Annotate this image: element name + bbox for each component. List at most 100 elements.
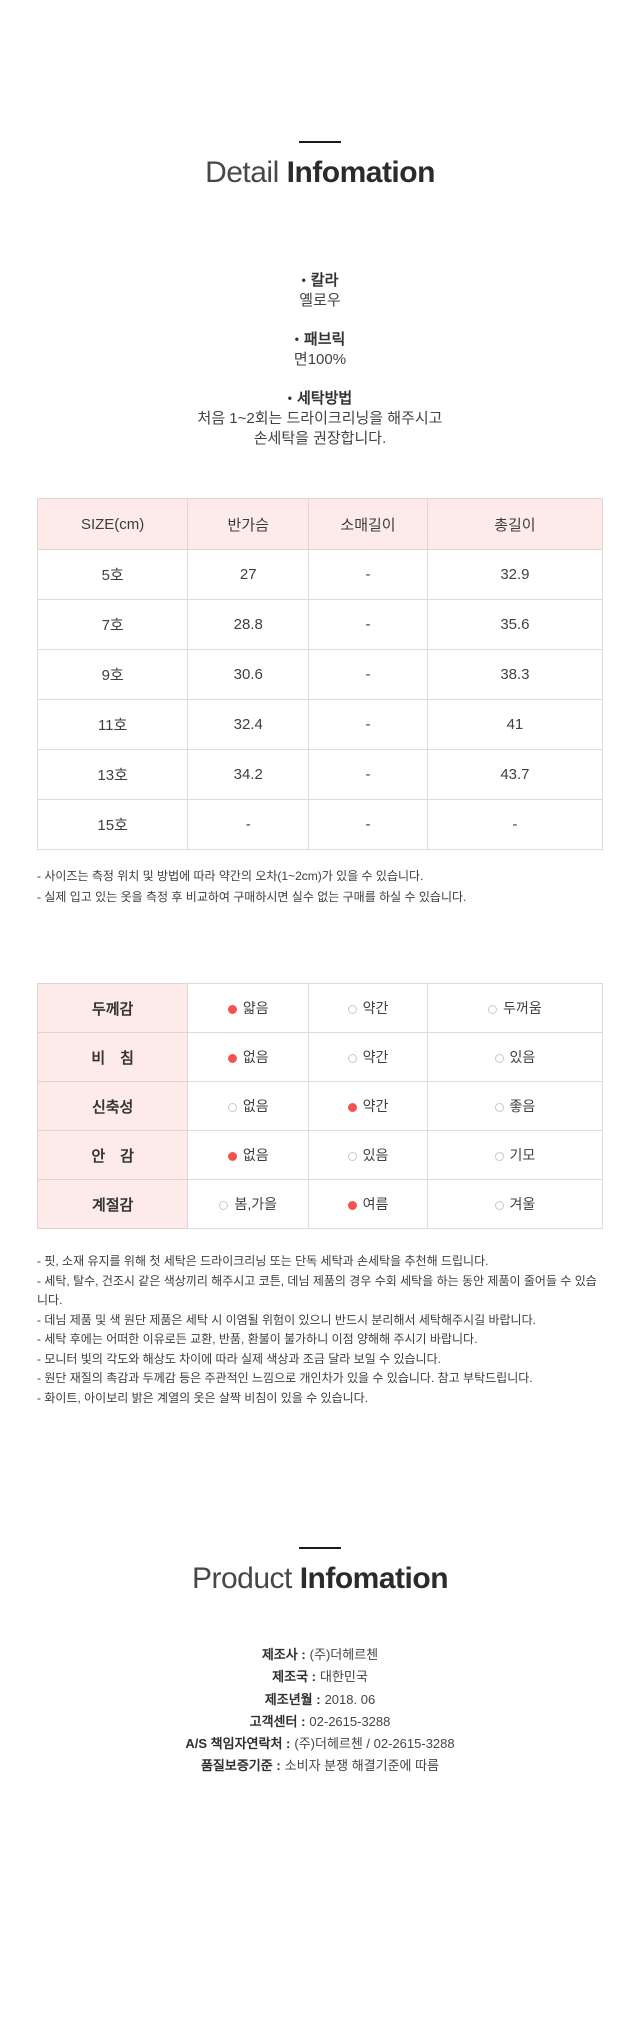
feature-option-label: 얇음: [242, 1000, 269, 1016]
feature-option: 없음: [187, 1081, 310, 1131]
feature-option: 여름: [308, 1179, 428, 1229]
title-light: Product: [191, 1562, 292, 1595]
product-section-title: Product Infomation: [0, 1562, 640, 1596]
attribute-item: • 패브릭 면100%: [0, 329, 640, 370]
product-info-value: 대한민국: [319, 1669, 368, 1685]
product-attributes: • 칼라 옐로우 • 패브릭 면100% • 세탁방법 처음 1~2회는 드라이크리닝…: [0, 270, 640, 449]
product-info-value: (주)더헤르첸: [309, 1647, 379, 1662]
feature-label: 계절감: [36, 1179, 189, 1229]
radio-icon: [347, 1103, 357, 1112]
product-info-label: 제조국 :: [272, 1669, 316, 1685]
feature-option-label: 없음: [242, 1147, 269, 1163]
attribute-name: 세탁방법: [297, 390, 353, 407]
feature-option-label: 있음: [509, 1049, 536, 1065]
radio-icon: [347, 1005, 357, 1014]
bullet-icon: •: [294, 332, 299, 346]
product-info-row: 고객센터 :02-2615-3288: [0, 1711, 640, 1733]
size-notes: - 사이즈는 측정 위치 및 방법에 따라 약간의 오차(1~2cm)가 있을 …: [37, 866, 603, 908]
product-info-label: 제조사 :: [261, 1647, 306, 1662]
size-column-header: 총길이: [426, 498, 604, 550]
note-line: - 세탁, 탈수, 건조시 같은 색상끼리 해주시고 코튼, 데님 제품의 경우…: [37, 1273, 597, 1308]
feature-option-label: 없음: [242, 1098, 269, 1114]
radio-icon: [227, 1054, 237, 1063]
size-cell: 27: [187, 549, 310, 600]
feature-option: 봄,가을: [187, 1179, 310, 1229]
size-cell: 11호: [36, 699, 189, 750]
product-info-value: 02-2615-3288: [309, 1713, 391, 1729]
feature-option: 좋음: [426, 1081, 604, 1131]
radio-icon: [347, 1152, 357, 1161]
feature-option-label: 있음: [362, 1147, 389, 1163]
product-info-label: 고객센터 :: [249, 1713, 306, 1729]
size-column-header: SIZE(cm): [36, 498, 189, 550]
product-info-row: 품질보증기준 : 소비자 분쟁 해결기준에 따름: [0, 1755, 640, 1777]
note-line: - 데님 제품 및 색 원단 제품은 세탁 시 이염될 위험이 있으니 반드시 …: [37, 1312, 536, 1327]
feature-label: 신축성: [36, 1081, 189, 1131]
size-cell: 28.8: [187, 599, 310, 650]
feature-row: 두께감 얇음 약간 두꺼움: [36, 983, 604, 1033]
attribute-value: 옐로우: [299, 292, 341, 309]
title-bold: Infomation: [299, 1562, 449, 1595]
note-line: - 세탁 후에는 어떠한 이유로든 교환, 반품, 환불이 불가하니 이점 양해…: [37, 1332, 478, 1346]
product-info-label: 제조년월 :: [264, 1691, 321, 1707]
size-column-header: 소매길이: [308, 498, 428, 550]
size-cell: 30.6: [187, 649, 310, 700]
size-cell: -: [308, 699, 428, 750]
size-table-header-row: SIZE(cm) 반가슴 소매길이 총길이: [36, 498, 604, 550]
radio-icon: [347, 1201, 357, 1210]
product-info-value: 소비자 분쟁 해결기준에 따름: [284, 1758, 440, 1774]
size-cell: 7호: [36, 599, 189, 650]
attribute-name: 칼라: [310, 272, 339, 289]
size-cell: 13호: [36, 749, 189, 800]
attribute-value: 처음 1~2회는 드라이크리닝을 해주시고: [197, 410, 443, 427]
feature-label: 두께감: [36, 983, 189, 1033]
size-cell: -: [308, 649, 428, 700]
feature-option: 약간: [308, 983, 428, 1033]
feature-row: 계절감 봄,가을 여름 겨울: [36, 1179, 604, 1229]
size-column-header: 반가슴: [187, 498, 310, 550]
feature-option-label: 좋음: [509, 1098, 536, 1114]
size-row: 7호 28.8 - 35.6: [36, 599, 604, 650]
radio-icon: [494, 1054, 504, 1063]
radio-icon: [219, 1201, 229, 1210]
feature-option: 겨울: [426, 1179, 604, 1229]
feature-option: 없음: [187, 1130, 310, 1180]
size-cell: -: [426, 799, 604, 850]
product-info-label: A/S 책임자연락처 :: [185, 1736, 291, 1752]
size-row: 15호 - - -: [36, 799, 604, 850]
attribute-value: 면100%: [293, 351, 347, 368]
size-cell: 15호: [36, 799, 189, 850]
product-info: 제조사 : (주)더헤르첸 제조국 : 대한민국 제조년월 :2018. 06 고객…: [0, 1644, 640, 1778]
section-divider: [299, 141, 341, 143]
feature-option: 약간: [308, 1032, 428, 1082]
size-cell: -: [308, 599, 428, 650]
attribute-item: • 칼라 옐로우: [0, 270, 640, 311]
radio-icon: [227, 1152, 237, 1161]
care-notes: - 핏, 소재 유지를 위해 첫 세탁은 드라이크리닝 또는 단독 세탁과 손세…: [37, 1252, 603, 1408]
product-info-row: 제조국 : 대한민국: [0, 1666, 640, 1688]
size-cell: 35.6: [426, 599, 604, 650]
size-cell: -: [308, 799, 428, 850]
note-line: - 실제 입고 있는 옷을 측정 후 비교하여 구매하시면 실수 없는 구매를 …: [37, 890, 467, 904]
feature-option-label: 겨울: [509, 1196, 536, 1212]
feature-option: 있음: [426, 1032, 604, 1082]
feature-option: 기모: [426, 1130, 604, 1180]
feature-option: 있음: [308, 1130, 428, 1180]
product-info-label: 품질보증기준 :: [200, 1758, 281, 1774]
size-row: 11호 32.4 - 41: [36, 699, 604, 750]
radio-icon: [494, 1152, 504, 1161]
title-light: Detail: [205, 156, 279, 189]
product-info-row: A/S 책임자연락처 : (주)더헤르첸 / 02-2615-3288: [0, 1733, 640, 1755]
feature-label: 비 침: [36, 1032, 189, 1082]
size-cell: 9호: [36, 649, 189, 700]
size-cell: 41: [426, 699, 604, 750]
size-cell: 32.9: [426, 549, 604, 600]
size-cell: 5호: [36, 549, 189, 600]
attribute-label: • 패브릭: [0, 329, 640, 350]
feature-option-label: 기모: [509, 1147, 536, 1163]
feature-option-label: 약간: [362, 1000, 389, 1016]
radio-icon: [347, 1054, 357, 1063]
size-table: SIZE(cm) 반가슴 소매길이 총길이 5호 27 - 32.9 7호 28…: [36, 498, 604, 850]
attribute-value: 손세탁을 권장합니다.: [253, 430, 387, 447]
product-detail-page: Detail Infomation • 칼라 옐로우 • 패브릭 면100% • 세탁…: [0, 141, 640, 1778]
